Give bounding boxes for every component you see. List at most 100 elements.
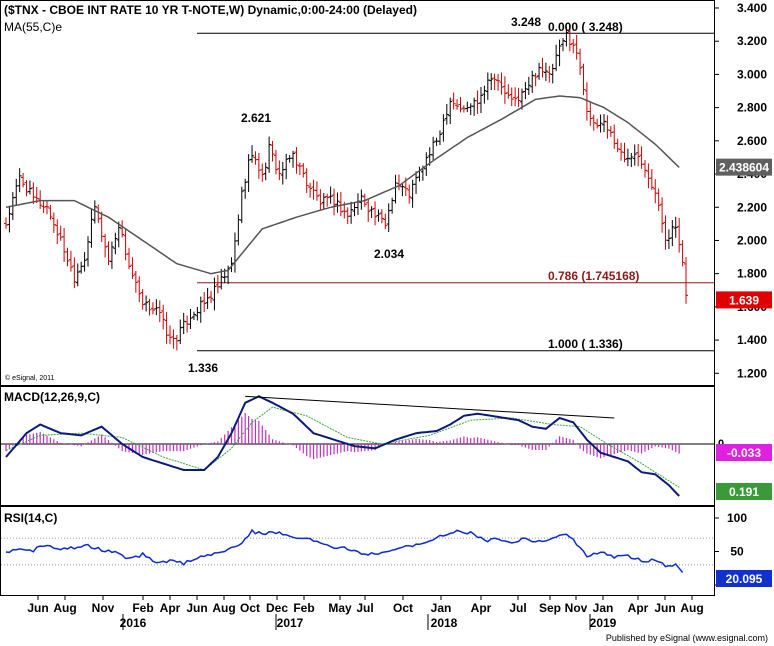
macd-panel[interactable] (0, 386, 715, 506)
price-bar (598, 114, 603, 133)
price-bar (636, 143, 641, 167)
x-month-label: Jun (654, 601, 675, 615)
price-panel[interactable] (0, 0, 715, 386)
price-bar (277, 160, 282, 181)
price-bar (58, 225, 63, 241)
price-bar (366, 198, 371, 222)
price-bar (45, 200, 50, 215)
price-bar (373, 201, 378, 226)
price-bar (41, 201, 46, 213)
price-bar (82, 252, 87, 272)
price-bar (601, 114, 606, 133)
price-bar (543, 62, 548, 81)
macd-signal-line (5, 406, 680, 488)
signal-value-badge (716, 483, 772, 500)
price-bar (581, 63, 586, 96)
price-bar (458, 96, 463, 113)
price-bar (574, 34, 579, 60)
price-bar (332, 188, 337, 216)
price-bar (444, 103, 449, 125)
x-month-label: Jun (186, 601, 207, 615)
price-bar (625, 148, 630, 167)
price-bar (185, 315, 190, 333)
rsi-line (5, 528, 684, 573)
price-bar (571, 39, 576, 54)
price-bar (133, 270, 138, 293)
x-month-label: Apr (160, 601, 181, 615)
price-bar (530, 70, 535, 93)
price-bar (314, 181, 319, 201)
x-year-label: 2016 (120, 616, 147, 630)
price-layer: 3.4003.2003.0002.8002.6002.4002.2002.000… (4, 1, 772, 380)
price-bar (127, 248, 132, 270)
price-ytick-label: 1.200 (737, 366, 767, 380)
price-bar (311, 179, 316, 200)
price-bar (554, 44, 559, 72)
price-bar (31, 182, 36, 204)
rsi-label: RSI(14,C) (4, 511, 57, 525)
last-price-badge (716, 291, 772, 309)
price-bar (547, 66, 552, 83)
price-bar (147, 298, 152, 316)
footer-credit: Published by eSignal (www.esignal.com) (606, 633, 768, 643)
price-bar (154, 299, 159, 316)
price-bar (513, 87, 518, 107)
price-bar (482, 85, 487, 104)
price-bar (120, 220, 125, 238)
x-month-label: Dec (266, 601, 288, 615)
x-month-label: Jun (27, 601, 48, 615)
fib-label-0: 0.000 ( 3.248) (548, 20, 623, 34)
price-bar (629, 153, 634, 168)
price-bar (209, 290, 214, 303)
price-bar (297, 162, 302, 176)
price-bar (468, 103, 473, 116)
price-bar (168, 325, 173, 345)
price-bar (188, 308, 193, 330)
price-bar (106, 241, 111, 266)
x-axis: Jun Aug Nov Feb Apr Jun Aug Oct Dec Feb May Jul Oct J… (27, 596, 704, 630)
price-bar (14, 178, 19, 206)
price-bar (89, 208, 94, 248)
price-bar (355, 193, 360, 215)
price-bar (191, 311, 196, 320)
price-bar (72, 257, 77, 289)
price-bar (448, 97, 453, 125)
price-bar (383, 213, 388, 230)
price-bar (393, 174, 398, 204)
price-bar (38, 190, 43, 209)
price-bar (27, 180, 32, 195)
annotation-high-3-248: 3.248 (511, 15, 541, 29)
x-month-label: Jan (431, 601, 452, 615)
price-bar (198, 296, 203, 323)
price-bar (434, 137, 439, 146)
price-bar (407, 184, 412, 204)
price-bar (174, 334, 179, 351)
x-month-label: Oct (393, 601, 413, 615)
price-bar (202, 292, 207, 313)
x-month-label: Jan (593, 601, 614, 615)
price-bar (4, 217, 8, 229)
price-bar (400, 182, 405, 197)
price-bar (424, 152, 429, 176)
price-bar (308, 182, 313, 198)
price-bar (140, 289, 145, 310)
price-bar (253, 151, 258, 165)
price-bar (485, 72, 490, 100)
price-bar (496, 73, 501, 91)
price-bar (62, 228, 67, 262)
price-bar (263, 162, 268, 181)
price-bar (560, 38, 565, 52)
price-bar (502, 76, 507, 104)
x-year-label: 2019 (590, 616, 617, 630)
price-ytick-label: 2.000 (737, 233, 767, 247)
macd-value-text: -0.033 (727, 446, 761, 460)
price-bar (239, 186, 244, 224)
price-bar (287, 155, 292, 163)
price-bar (666, 229, 671, 249)
price-bar (540, 57, 545, 78)
price-bar (280, 161, 285, 185)
price-bar (673, 216, 678, 238)
copyright-text: © eSignal, 2011 (5, 374, 55, 382)
price-bar (605, 115, 610, 139)
